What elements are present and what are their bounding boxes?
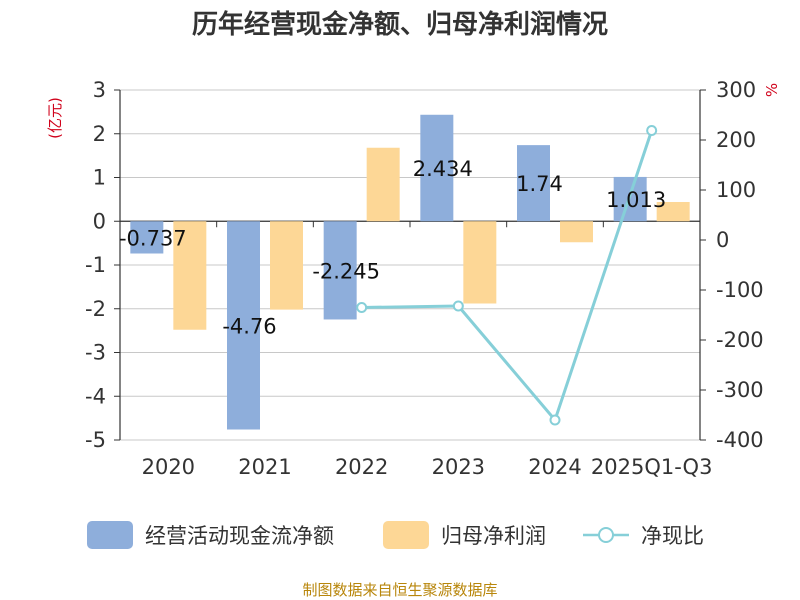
bar-netprofit [463, 221, 497, 304]
left-tick-label: 2 [93, 122, 106, 146]
data-label-cashflow: 1.74 [516, 172, 563, 196]
data-label-cashflow: 2.434 [413, 157, 473, 181]
left-tick-label: 0 [93, 209, 106, 233]
right-tick-label: 200 [716, 128, 756, 152]
bar-cashflow [130, 221, 164, 254]
data-label-cashflow: -2.245 [312, 259, 380, 283]
right-tick-label: -400 [716, 428, 764, 452]
legend-item-netprofit[interactable]: 归母净利润 [383, 521, 546, 549]
right-tick-label: -100 [716, 278, 764, 302]
bar-netprofit [270, 221, 303, 310]
data-label-cashflow: 1.013 [606, 188, 666, 212]
right-tick-label: 100 [716, 178, 756, 202]
legend-label-ratio: 净现比 [641, 524, 704, 548]
right-axis-unit: % [763, 83, 781, 97]
data-labels: -0.737 -4.76 -2.245 2.434 1.74 1.013 [119, 157, 666, 338]
ratio-point [356, 302, 368, 313]
ratio-point [646, 125, 658, 136]
category-label: 2022 [335, 455, 388, 479]
legend-item-ratio[interactable]: 净现比 [583, 524, 704, 548]
category-label: 2023 [432, 455, 485, 479]
bar-netprofit [366, 147, 400, 222]
left-tick-label: -5 [85, 428, 106, 452]
left-tick-label: 1 [93, 166, 106, 190]
category-label: 2025Q1-Q3 [591, 455, 713, 479]
legend-label-netprofit: 归母净利润 [441, 524, 546, 548]
right-tick-label: 0 [716, 228, 729, 252]
left-tick-label: -1 [85, 253, 106, 277]
bar-cashflow [227, 221, 260, 430]
right-tick-label: -300 [716, 378, 764, 402]
right-tick-label: 300 [716, 78, 756, 102]
left-tick-label: -4 [85, 384, 106, 408]
bar-netprofit [560, 221, 593, 243]
data-label-cashflow: -0.737 [119, 226, 187, 250]
bar-cashflow [323, 221, 357, 320]
category-label: 2024 [528, 455, 581, 479]
legend: 经营活动现金流净额 归母净利润 净现比 [87, 521, 704, 549]
line-series [356, 125, 658, 426]
left-axis-unit: (亿元) [46, 97, 64, 139]
axis-ticks: 3 2 1 0 -1 -2 -3 -4 -5 300 200 100 0 -100 -200 -300 -400… [85, 78, 764, 479]
gridlines [120, 89, 700, 441]
bar-netprofit [173, 221, 207, 330]
category-label: 2021 [238, 455, 291, 479]
legend-swatch-cashflow [87, 521, 133, 549]
ratio-point [452, 300, 464, 312]
ratio-point [549, 414, 561, 426]
bar-netprofit [656, 202, 690, 222]
legend-label-cashflow: 经营活动现金流净额 [145, 524, 334, 548]
left-tick-label: -2 [85, 297, 106, 321]
legend-item-cashflow[interactable]: 经营活动现金流净额 [87, 521, 334, 549]
source-note: 制图数据来自恒生聚源数据库 [302, 581, 497, 599]
bar-marks [130, 114, 690, 430]
left-tick-label: 3 [93, 78, 106, 102]
ratio-line [361, 130, 654, 422]
chart-title: 历年经营现金净额、归母净利润情况 [192, 9, 608, 40]
category-label: 2020 [142, 455, 195, 479]
bar-cashflow [517, 145, 550, 222]
legend-marker-ratio [598, 527, 614, 543]
data-label-cashflow: -4.76 [222, 314, 276, 338]
bar-cashflow [420, 114, 454, 222]
left-tick-label: -3 [85, 341, 106, 365]
right-tick-label: -200 [716, 328, 764, 352]
legend-swatch-netprofit [383, 521, 429, 549]
